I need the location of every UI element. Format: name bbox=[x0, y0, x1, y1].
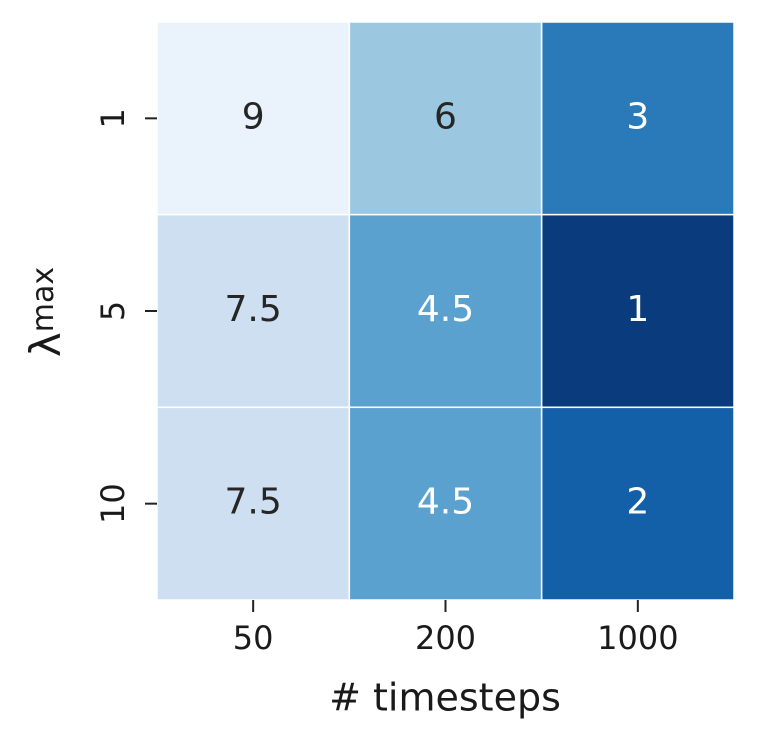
cell-label: 1 bbox=[626, 289, 649, 330]
cell-label: 7.5 bbox=[225, 289, 282, 330]
y-tick-label: 10 bbox=[94, 483, 132, 524]
heatmap-cell bbox=[348, 406, 543, 601]
cell-label: 3 bbox=[626, 96, 649, 137]
cell-label: 6 bbox=[434, 96, 457, 137]
x-tick-label: 50 bbox=[233, 619, 274, 657]
x-tick-label: 1000 bbox=[597, 619, 678, 657]
cell-label: 9 bbox=[242, 96, 265, 137]
heatmap-cell bbox=[540, 21, 735, 216]
heatmap-cell bbox=[540, 213, 735, 409]
heatmap-cell bbox=[348, 213, 543, 409]
heatmap-cell bbox=[348, 21, 543, 216]
x-tick-label: 200 bbox=[415, 619, 476, 657]
cell-label: 4.5 bbox=[417, 482, 474, 523]
y-tick-label: 1 bbox=[94, 108, 132, 128]
y-axis-label-symbol: λ bbox=[21, 332, 70, 357]
y-axis-label-subscript: max bbox=[26, 267, 61, 332]
x-axis-label: # timesteps bbox=[329, 676, 561, 720]
heatmap-cell bbox=[156, 21, 351, 216]
cell-label: 7.5 bbox=[225, 482, 282, 523]
cell-label: 4.5 bbox=[417, 289, 474, 330]
heatmap-cell bbox=[156, 213, 351, 409]
y-tick-label: 5 bbox=[94, 301, 132, 321]
cell-label: 2 bbox=[626, 482, 649, 523]
y-axis-label: λmax bbox=[21, 267, 70, 357]
